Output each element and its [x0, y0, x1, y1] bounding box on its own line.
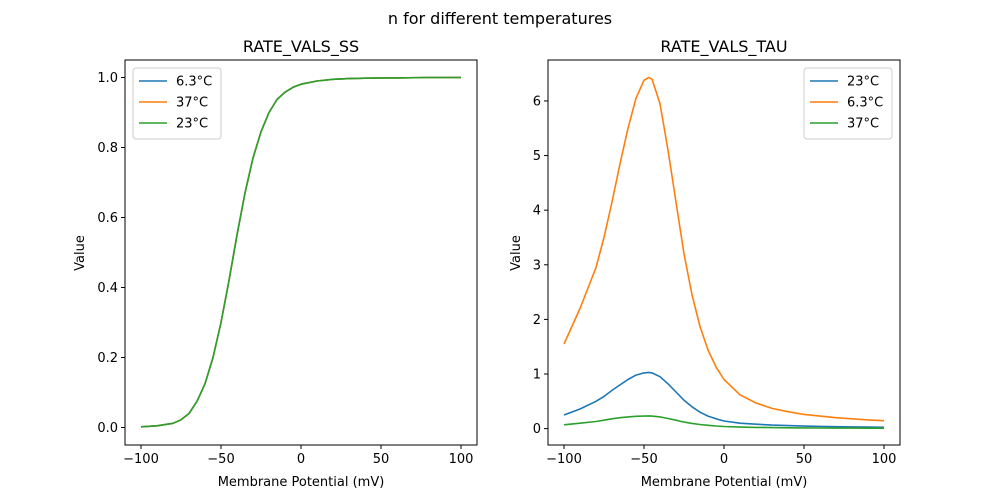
- legend: 23°C 6.3°C 37°C: [803, 67, 893, 140]
- subplot-title: RATE_VALS_TAU: [660, 37, 787, 57]
- series-line-6-3-c: [563, 76, 885, 422]
- axis-ticks: −100 −50 0 50 100 0 1 2 3 4 5 6: [533, 94, 897, 467]
- legend: 6.3°C 37°C 23°C: [132, 67, 222, 140]
- x-tick-label: 0: [297, 452, 305, 467]
- plot-frame: [547, 59, 901, 446]
- y-tick-label: 0.6: [97, 211, 118, 226]
- x-tick-label: 50: [796, 452, 813, 467]
- y-axis-label: Value: [73, 235, 88, 271]
- series-line-37-c: [563, 415, 884, 430]
- y-tick-label: 3: [533, 258, 541, 273]
- legend-label: 6.3°C: [847, 96, 883, 111]
- x-tick-label: 100: [449, 452, 474, 467]
- x-tick-label: −50: [207, 452, 234, 467]
- y-tick-label: 4: [533, 204, 541, 219]
- subplot-rate-vals-tau: RATE_VALS_TAU Membrane Potential (mV) Va…: [509, 37, 901, 490]
- legend-box: [132, 67, 222, 140]
- series-lines: [563, 76, 885, 430]
- y-axis-label: Value: [509, 235, 524, 271]
- y-tick-label: 0: [533, 422, 541, 437]
- x-tick-label: 0: [720, 452, 728, 467]
- y-tick-label: 1: [533, 368, 541, 383]
- y-tick-label: 5: [533, 149, 541, 164]
- x-tick-label: −100: [546, 452, 582, 467]
- y-tick-label: 0.8: [97, 141, 118, 156]
- series-line-23-c: [563, 371, 885, 429]
- axis-ticks: −100 −50 0 50 100 0.0 0.2 0.4 0.6 0.8 1.0: [97, 71, 473, 467]
- legend-label: 6.3°C: [176, 75, 212, 90]
- figure-suptitle: n for different temperatures: [388, 9, 612, 28]
- y-tick-label: 1.0: [97, 71, 118, 86]
- legend-label: 37°C: [847, 117, 879, 132]
- x-tick-label: 100: [872, 452, 897, 467]
- series-line-23-c: [140, 76, 461, 428]
- x-tick-label: −100: [123, 452, 159, 467]
- y-tick-label: 0.4: [97, 281, 118, 296]
- x-tick-label: 50: [373, 452, 390, 467]
- legend-label: 23°C: [847, 75, 879, 90]
- subplot-rate-vals-ss: RATE_VALS_SS Membrane Potential (mV) Val…: [73, 37, 478, 490]
- plot-frame: [124, 59, 478, 446]
- legend-label: 37°C: [176, 96, 208, 111]
- x-tick-label: −50: [630, 452, 657, 467]
- y-tick-label: 2: [533, 313, 541, 328]
- series-lines: [140, 76, 461, 428]
- legend-box: [803, 67, 893, 140]
- x-axis-label: Membrane Potential (mV): [218, 475, 385, 490]
- legend-label: 23°C: [176, 117, 208, 132]
- x-axis-label: Membrane Potential (mV): [641, 475, 808, 490]
- y-tick-label: 6: [533, 94, 541, 109]
- y-tick-label: 0.2: [97, 351, 118, 366]
- y-tick-label: 0.0: [97, 421, 118, 436]
- subplot-title: RATE_VALS_SS: [243, 37, 359, 57]
